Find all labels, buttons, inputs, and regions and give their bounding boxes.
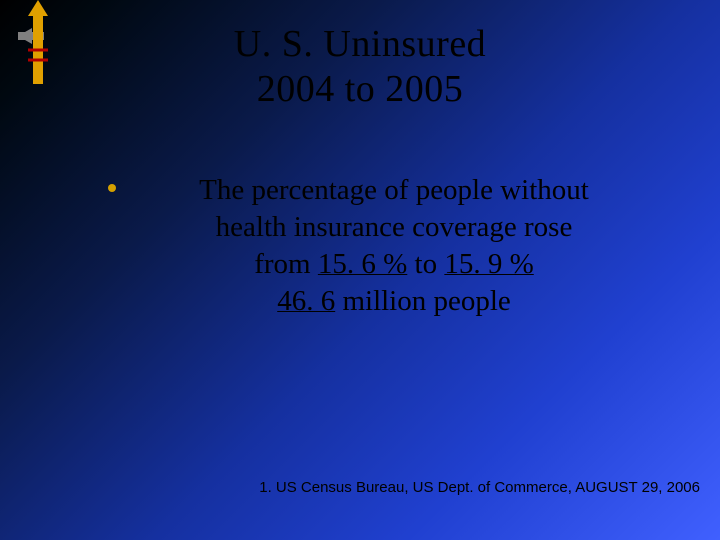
bullet-line3-prefix: from: [254, 248, 318, 280]
bullet-content: The percentage of people without health …: [0, 172, 720, 320]
slide-title: U. S. Uninsured 2004 to 2005: [0, 0, 720, 112]
bullet-text: The percentage of people without health …: [108, 172, 660, 320]
bullet-value2: 15. 9 %: [444, 248, 533, 280]
bullet-line4-value: 46. 6: [277, 285, 335, 317]
bullet-value1: 15. 6 %: [318, 248, 407, 280]
corner-arrow-decoration: [18, 0, 68, 90]
bullet-line1: The percentage of people without: [199, 174, 589, 206]
citation-footer: 1. US Census Bureau, US Dept. of Commerc…: [259, 479, 700, 496]
bullet-line2: health insurance coverage rose: [216, 211, 573, 243]
bullet-dot-icon: [108, 184, 116, 192]
bullet-line4-suffix: million people: [335, 285, 511, 317]
title-line1: U. S. Uninsured: [0, 22, 720, 67]
bullet-line3-mid: to: [407, 248, 444, 280]
title-line2: 2004 to 2005: [0, 67, 720, 112]
